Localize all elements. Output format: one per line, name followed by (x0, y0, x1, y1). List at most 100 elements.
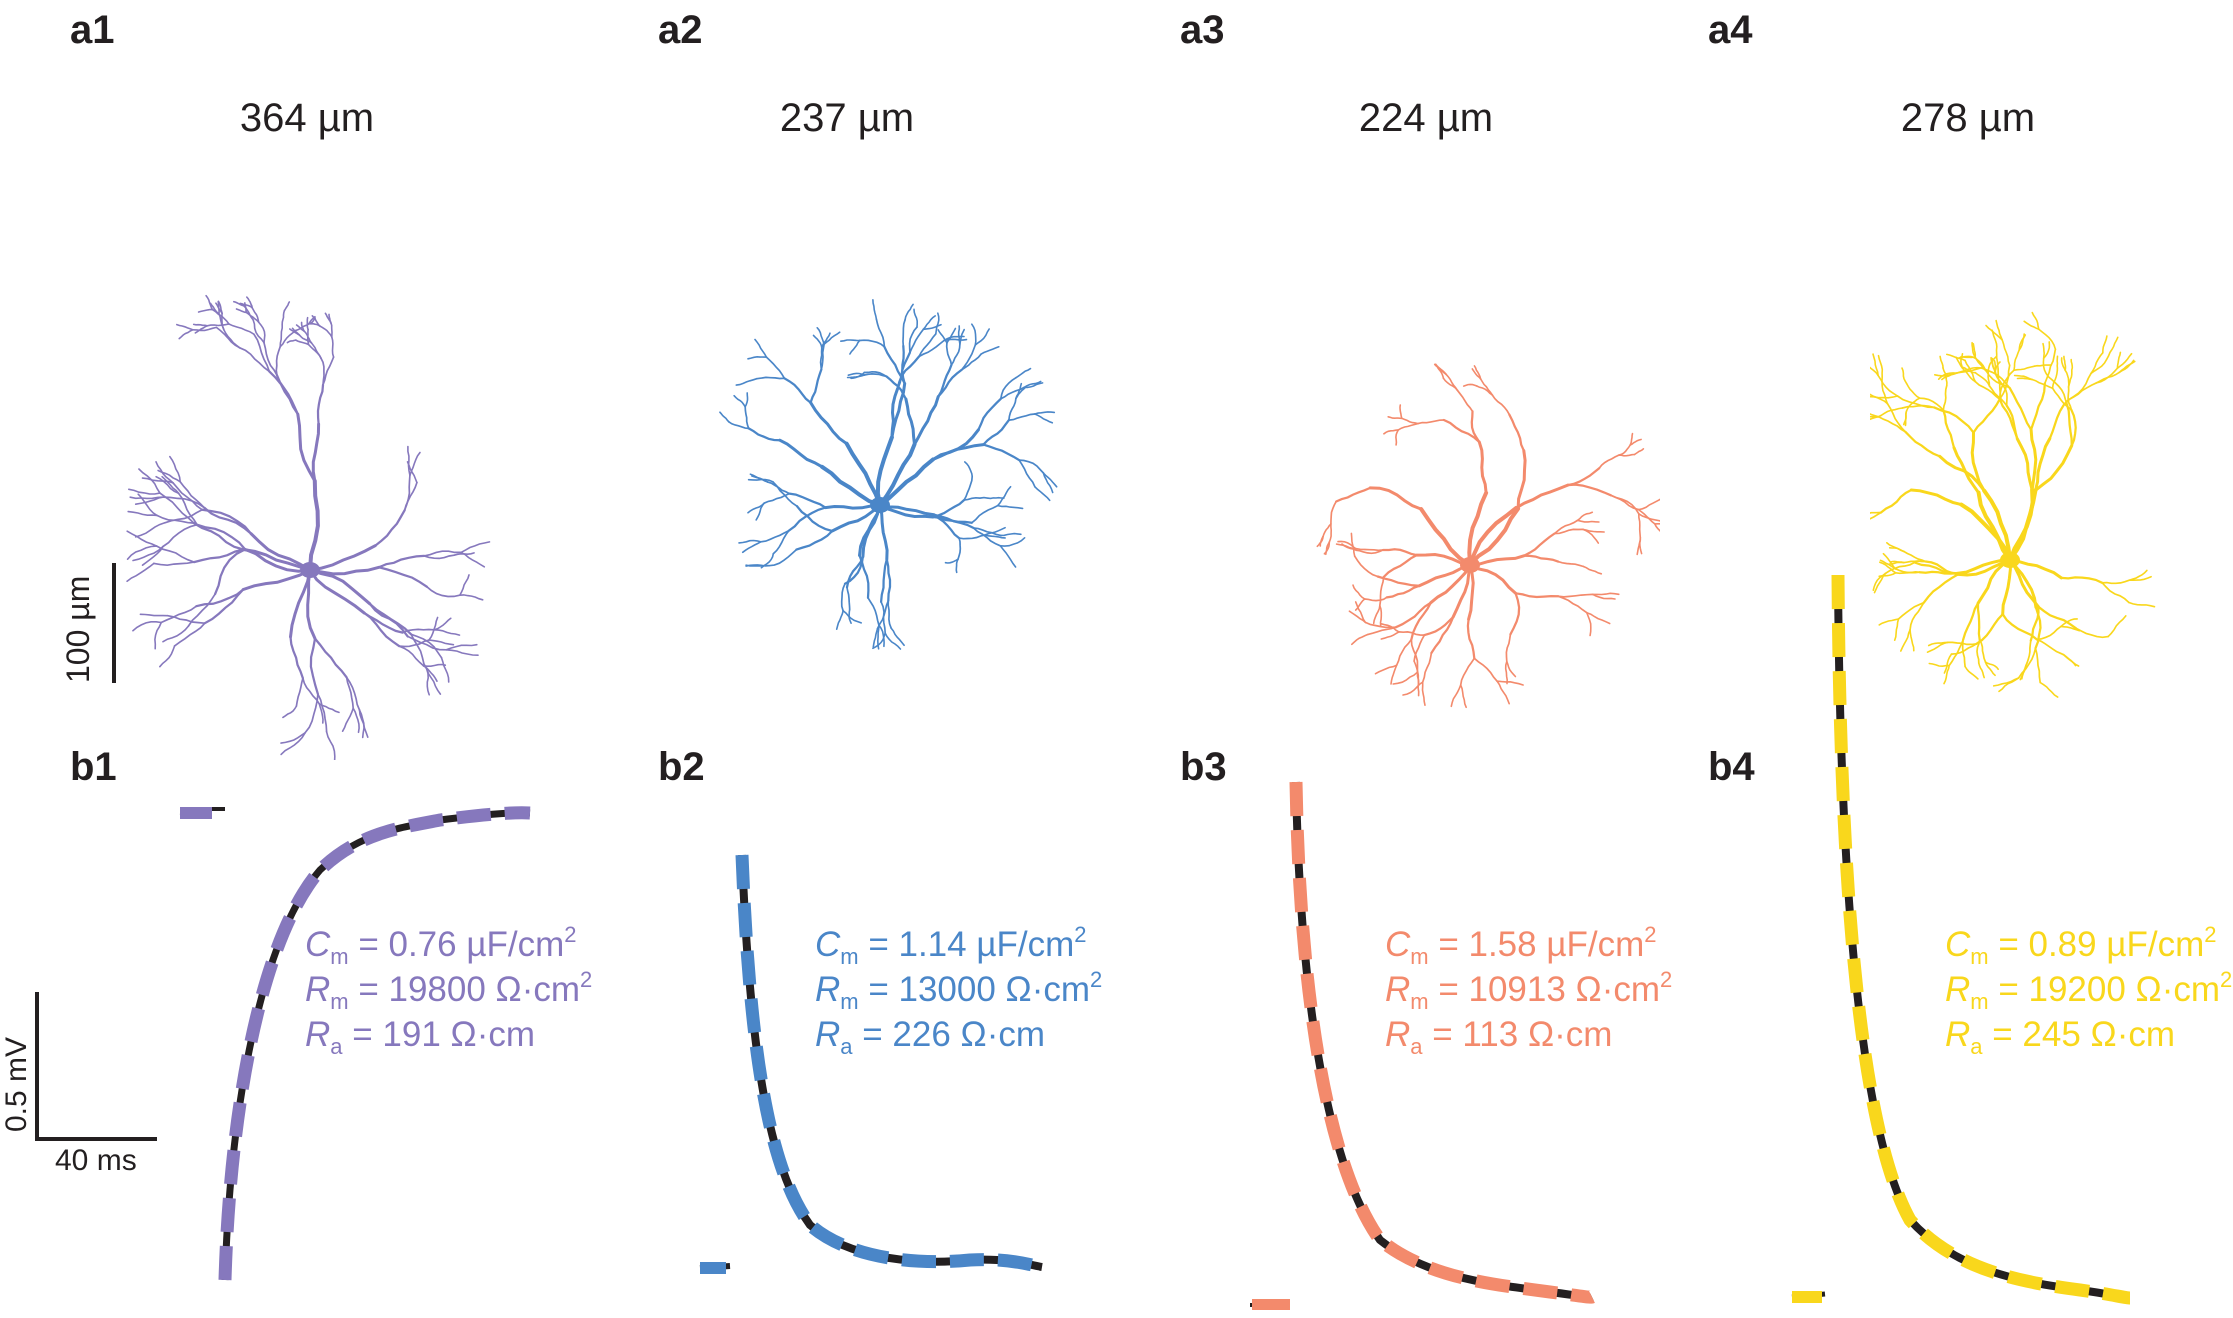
dendrite-branch (1928, 662, 1950, 668)
dendrite-branch (1319, 535, 1324, 547)
fitted-trace-cell2 (735, 854, 1044, 1274)
dendrite-branch (2013, 365, 2036, 371)
dendrite-branch (1870, 393, 1889, 405)
dendrite-branch (1882, 552, 1897, 570)
dendrite-branch (2118, 360, 2136, 374)
dendrite-branch (1946, 353, 1966, 362)
ra-line: Ra = 191 Ω·cm (305, 1015, 536, 1059)
dendrite-branch (1894, 568, 1921, 574)
dendrite-branch (2034, 437, 2052, 492)
dendrite-branch (191, 326, 218, 332)
dendrite-branch (2090, 352, 2104, 375)
dendrite-branch (1462, 383, 1478, 387)
dendrite-branch (1959, 502, 2012, 562)
recorded-trace-cell2 (738, 854, 1043, 1271)
dendrite-branch (1999, 364, 2011, 400)
dendrite-branch (2013, 374, 2033, 381)
dendrite-branch (309, 322, 321, 327)
dendrite-branch (132, 545, 164, 562)
dendrite-branch (163, 508, 204, 524)
dendrite-branch (1504, 660, 1509, 685)
dendrite-branch (1034, 411, 1056, 415)
fitted-trace-cell3 (1289, 781, 1595, 1304)
dendrite-branch (2065, 402, 2073, 447)
dendrite-branch (426, 668, 430, 696)
dendrite-branch (996, 485, 1012, 507)
dendrite-branch (211, 308, 230, 325)
dendrite-branch (1617, 444, 1631, 456)
dendrite-branch (1877, 374, 1899, 397)
dendrite-branch (1459, 657, 1476, 686)
dendrite-branch (192, 323, 208, 327)
dendrite-branch (913, 395, 940, 446)
dendrite-branch (1473, 657, 1498, 683)
parameters-cell3: Cm = 1.58 µF/cm2 Rm = 10913 Ω·cm2 Ra = 1… (1385, 922, 1672, 1058)
dendrite-branch (747, 427, 781, 442)
dendrite-branch (909, 328, 925, 354)
dendrite-branch (1477, 440, 1488, 495)
dendrite-branch (876, 599, 890, 630)
dendrite-branch (1387, 416, 1403, 420)
dendrite-branch (918, 339, 946, 358)
dendrite-branch (1870, 511, 1882, 520)
dendrite-branch (228, 323, 255, 335)
dendrite-branch (141, 477, 174, 484)
dendrite-branch (821, 332, 831, 349)
dendrite-branch (194, 325, 208, 334)
dendrite-branch (1889, 560, 1905, 564)
dendrite-branch (406, 635, 448, 651)
dendrite-branch (218, 313, 225, 331)
dendrite-branch (422, 665, 438, 682)
dendrite-branch (1999, 369, 2015, 401)
dendrite-branch (863, 373, 888, 378)
dendrite-branch (341, 707, 354, 732)
dendrite-branch (1429, 563, 1472, 605)
dendrite-branch (1877, 354, 1884, 378)
dendrite-branch (289, 568, 312, 639)
dendrite-branch (1380, 631, 1400, 640)
dendrite-branch (1576, 519, 1600, 523)
rm-line: Rm = 19800 Ω·cm2 (305, 967, 593, 1014)
dendrite-branch (2008, 488, 2038, 562)
dendrite-branch (883, 345, 906, 385)
dendrite-branch (878, 442, 917, 507)
dendrite-branch (2067, 372, 2092, 401)
dendrite-branch (1972, 397, 2002, 434)
dendrite-branch (192, 548, 245, 564)
dendrite-branch (848, 608, 852, 624)
dendrite-branch (1354, 547, 1384, 552)
panel-label-a3: a3 (1180, 8, 1225, 52)
dendrite-branch (358, 709, 369, 738)
dendrite-branch (1870, 413, 1880, 418)
dendrite-branch (251, 307, 260, 323)
dendrite-branch (1034, 413, 1054, 424)
voltage-trace-cell4 (1791, 574, 2131, 1305)
dendrite-branch (778, 438, 824, 469)
dendrite-branch (878, 503, 889, 561)
dendrite-branch (1978, 662, 1985, 679)
dendrite-branch (1042, 472, 1054, 494)
dendrite-branch (2060, 625, 2081, 632)
dendrite-branch (1909, 628, 1915, 652)
dendrite-branch (931, 498, 966, 519)
dendrite-branch (1023, 382, 1044, 389)
dendrite-branch (1971, 341, 1976, 358)
dendrite-branch (795, 505, 834, 533)
dendrite-branch (2101, 579, 2131, 585)
dendrite-branch (999, 545, 1017, 568)
dendrite-branch (1582, 528, 1600, 544)
dendrite-branch (1592, 592, 1620, 596)
dendrite-branch (425, 585, 461, 598)
dendrite-branch (172, 482, 204, 511)
dendrite-branch (759, 529, 790, 543)
voltage-trace-cell1 (179, 806, 531, 1281)
dendrite-branch (235, 308, 248, 314)
dendrite-branch (283, 301, 291, 312)
dendrite-branch (1479, 377, 1494, 396)
dendrite-branch (306, 316, 309, 331)
dendrite-branch (772, 529, 790, 555)
dendrite-branch (2095, 367, 2119, 384)
dendrite-branch (426, 668, 442, 695)
dendrite-branch (727, 420, 750, 430)
dendrite-branch (2017, 647, 2037, 679)
